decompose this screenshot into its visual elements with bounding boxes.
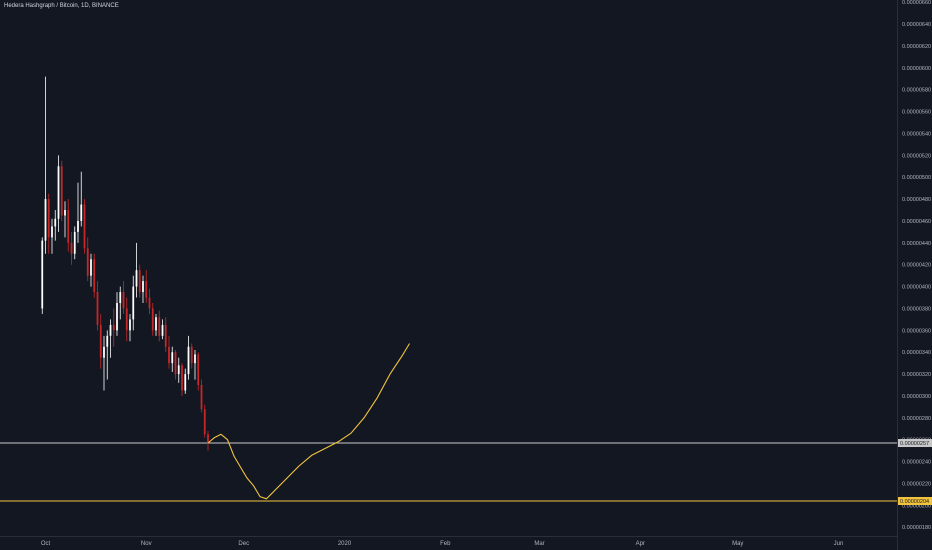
y-tick-label: 0.00000200	[902, 503, 931, 509]
y-tick-label: 0.00000340	[902, 350, 931, 356]
candle-body	[155, 317, 157, 331]
y-tick-label: 0.00000620	[902, 44, 931, 50]
candle-body	[135, 270, 138, 287]
y-tick-label: 0.00000660	[902, 0, 931, 6]
y-tick-label: 0.00000560	[902, 110, 931, 116]
price-badge-label: 0.00000204	[900, 499, 929, 505]
y-tick-label: 0.00000500	[902, 175, 931, 181]
y-tick-label: 0.00000180	[902, 525, 931, 531]
candle-body	[168, 346, 170, 364]
candle-body	[148, 297, 151, 309]
candle-body	[125, 308, 128, 331]
candle-body	[181, 365, 183, 391]
candle-body	[132, 286, 135, 320]
candle-body	[184, 374, 187, 391]
candle-body	[54, 218, 57, 227]
x-tick-label: Jun	[834, 541, 844, 547]
candle-body	[161, 324, 164, 336]
x-tick-label: Oct	[41, 541, 51, 547]
x-tick-label: 2020	[338, 541, 352, 547]
candle-body	[106, 335, 109, 347]
y-tick-label: 0.00000400	[902, 285, 931, 291]
candle-body	[119, 292, 122, 304]
candle-body	[138, 270, 141, 293]
y-tick-label: 0.00000460	[902, 219, 931, 225]
candle-body	[190, 346, 193, 364]
candle-body	[103, 346, 105, 358]
candle-body	[187, 346, 190, 375]
candle-body	[142, 281, 144, 293]
y-tick-label: 0.00000380	[902, 306, 931, 312]
candle-body	[109, 324, 112, 336]
candle-body	[93, 259, 96, 293]
candles-group	[41, 76, 209, 451]
y-tick-label: 0.00000440	[902, 241, 931, 247]
candle-body	[194, 354, 196, 364]
x-tick-label: Mar	[534, 541, 544, 547]
x-tick-label: Apr	[636, 541, 645, 547]
y-tick-label: 0.00000240	[902, 460, 931, 466]
candle-body	[200, 385, 203, 410]
y-tick-label: 0.00000580	[902, 88, 931, 94]
y-tick-label: 0.00000540	[902, 131, 931, 137]
x-tick-label: Feb	[440, 541, 451, 547]
candle-body	[83, 204, 86, 249]
candle-body	[171, 352, 174, 364]
x-tick-label: Nov	[141, 541, 152, 547]
y-tick-label: 0.00000480	[902, 197, 931, 203]
candle-body	[57, 166, 60, 219]
candle-body	[77, 220, 79, 232]
y-tick-label: 0.00000640	[902, 22, 931, 28]
candle-body	[96, 292, 99, 325]
candle-body	[90, 259, 92, 276]
candle-body	[51, 226, 53, 238]
candle-body	[70, 242, 73, 254]
candle-body	[151, 308, 154, 331]
y-tick-label: 0.00000420	[902, 263, 931, 269]
candle-body	[86, 248, 89, 276]
candle-body	[207, 434, 209, 444]
candle-body	[73, 231, 76, 254]
chart-title: Hedera Hashgraph / Bitcoin, 1D, BINANCE	[4, 3, 119, 9]
candle-body	[67, 210, 70, 243]
price-badge	[898, 439, 932, 448]
candle-body	[64, 210, 66, 216]
y-tick-label: 0.00000520	[902, 153, 931, 159]
y-tick-label: 0.00000320	[902, 372, 931, 378]
y-tick-label: 0.00000300	[902, 394, 931, 400]
candle-body	[177, 365, 180, 375]
candle-body	[122, 292, 125, 309]
candle-body	[99, 324, 102, 358]
candle-body	[80, 204, 83, 221]
candle-body	[197, 354, 200, 386]
y-tick-label: 0.00000220	[902, 481, 931, 487]
candle-body	[174, 352, 177, 375]
candle-body	[112, 324, 115, 331]
price-badge-label: 0.00000257	[900, 441, 929, 447]
x-tick-label: May	[732, 541, 743, 547]
candle-body	[164, 324, 167, 347]
candle-body	[116, 303, 118, 331]
y-tick-label: 0.00000360	[902, 328, 931, 334]
candle-body	[44, 199, 47, 241]
candle-body	[203, 409, 206, 435]
candle-body	[158, 317, 161, 336]
price-badge	[898, 496, 932, 505]
y-tick-label: 0.00000280	[902, 416, 931, 422]
projection-line	[207, 343, 410, 500]
candle-body	[41, 240, 44, 309]
candle-body	[129, 319, 131, 331]
x-tick-label: Dec	[238, 541, 249, 547]
candle-body	[145, 281, 148, 298]
candle-body	[60, 166, 63, 216]
candle-body	[47, 199, 50, 238]
y-tick-label: 0.00000600	[902, 66, 931, 72]
